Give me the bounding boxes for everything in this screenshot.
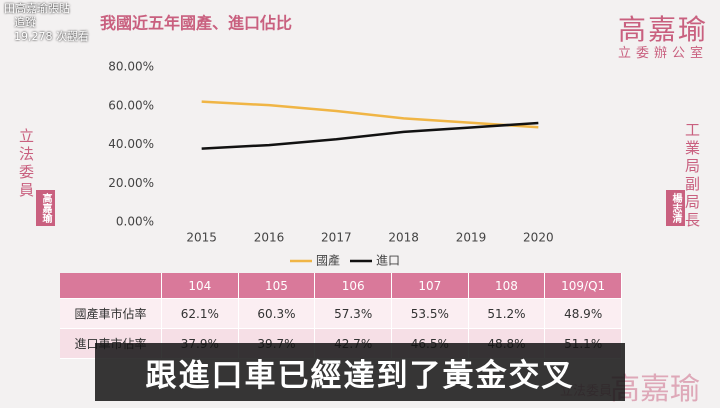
x-tick-label: 2016 [254,231,285,245]
table-cell: 108 [468,273,546,299]
table-cell: 53.5% [392,299,469,329]
x-tick-label: 2017 [321,231,352,245]
table-cell: 48.9% [545,299,622,329]
table-cell: 106 [315,273,392,299]
y-tick-label: 0.00% [116,215,154,229]
logo-name: 高嘉瑜 [618,13,709,46]
series-line [201,121,539,150]
x-tick-label: 2019 [456,231,487,245]
right-name: 楊志清 [666,190,685,226]
table-cell: 60.3% [238,299,316,329]
table-cell: 51.2% [468,299,546,329]
right-role: 工業局副局長 [683,122,701,230]
legend-label: 進口 [376,254,400,268]
x-tick-label: 2015 [186,231,217,245]
table-cell: 57.3% [315,299,392,329]
table-cell: 107 [392,273,469,299]
y-tick-label: 60.00% [108,98,154,112]
subtitle: 跟進口車已經達到了黃金交叉 [95,343,625,401]
y-tick-label: 40.00% [108,137,154,151]
y-tick-label: 20.00% [108,176,154,190]
table-corner [60,273,162,299]
chart-title: 我國近五年國產、進口佔比 [100,14,292,33]
y-tick-label: 80.00% [108,60,154,74]
legend-label: 國產 [316,253,340,268]
left-name: 高嘉瑜 [36,190,55,226]
table-cell: 國產車市佔率 [60,299,162,329]
table-cell: 62.1% [162,299,239,329]
post-author[interactable]: 田高嘉瑜張貼 [4,2,70,15]
x-tick-label: 2018 [388,231,419,245]
chart: 我國近五年國產、進口佔比 0.00% 20.00% 40.00% 60.00% 80.0… [100,14,554,268]
table-cell: 105 [238,273,316,299]
follow[interactable]: 追蹤 [14,16,36,29]
series-line [201,100,539,129]
table-cell: 109/Q1 [545,273,622,299]
x-tick-label: 2020 [523,231,554,245]
views: 19,278 次觀看 [14,30,89,43]
left-role: 立法委員 [17,128,35,200]
logo-office: 立委辦公室 [618,46,709,61]
watermark-name: 高嘉瑜 [610,372,700,407]
table-cell: 104 [162,273,239,299]
